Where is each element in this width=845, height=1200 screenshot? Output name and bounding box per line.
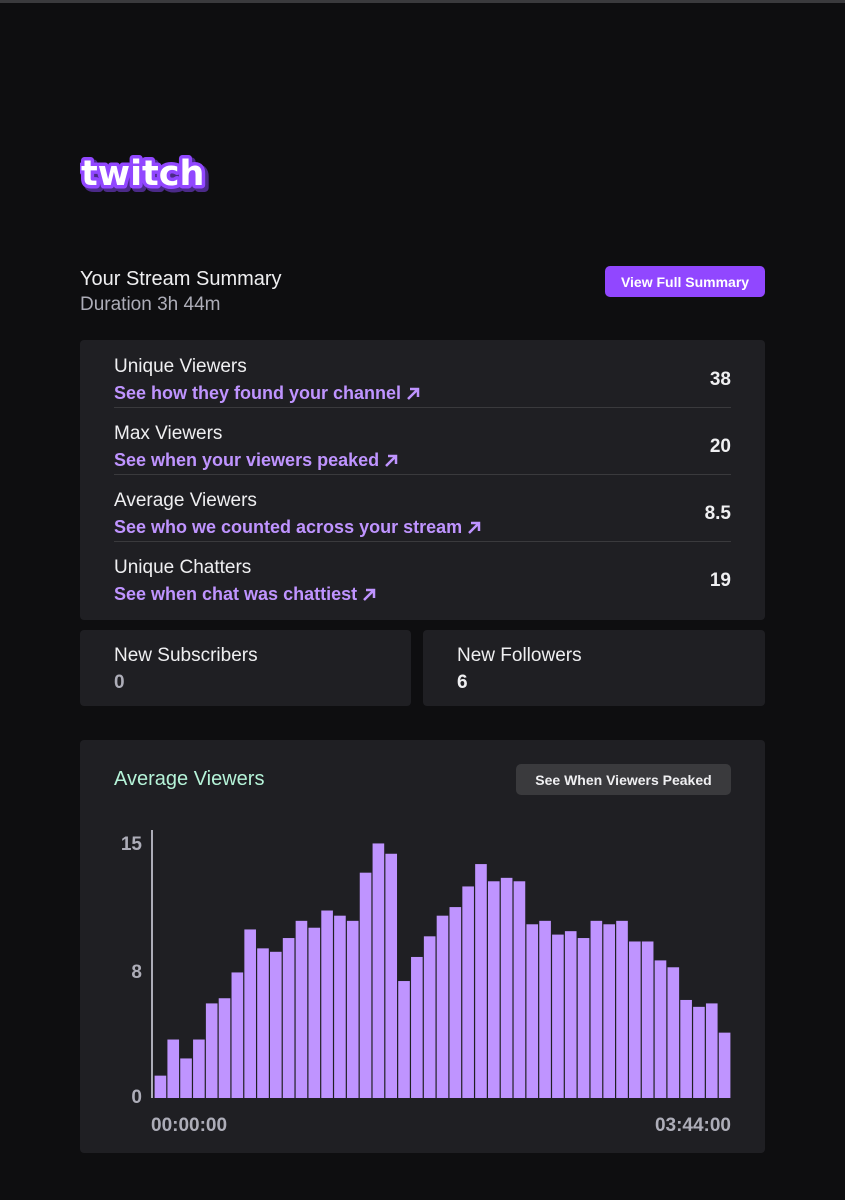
chart-bar <box>629 941 641 1098</box>
stat-row-unique-viewers: Unique Viewers See how they found your c… <box>114 340 731 408</box>
chart-bar <box>270 951 282 1098</box>
chart-bar <box>487 881 500 1098</box>
stat-label: Max Viewers <box>114 423 223 444</box>
stat-row-average-viewers: Average Viewers See who we counted acros… <box>114 474 731 542</box>
chart-bar <box>603 924 615 1098</box>
stat-label: Unique Chatters <box>114 557 252 578</box>
chart-bar <box>693 1006 705 1098</box>
x-tick-label: 00:00:00 <box>151 1115 227 1136</box>
chart-bar <box>462 886 474 1098</box>
new-followers-value: 6 <box>457 672 468 693</box>
stat-value: 8.5 <box>704 503 731 524</box>
chart-bar <box>500 877 513 1098</box>
arrow-up-right-icon <box>385 454 398 467</box>
chart-bar <box>359 872 372 1098</box>
chart-bar <box>218 998 231 1098</box>
chart-bar <box>193 1039 205 1098</box>
chart-title: Average Viewers <box>114 768 265 790</box>
chart-bar <box>552 934 564 1098</box>
chart-bar <box>372 843 385 1098</box>
see-when-viewers-peaked-button[interactable]: See When Viewers Peaked <box>516 764 731 795</box>
chart-bar <box>590 920 603 1098</box>
chart-bar <box>385 853 398 1098</box>
chart-bar <box>475 864 487 1098</box>
svg-text:twitch: twitch <box>81 154 204 194</box>
stat-label: Average Viewers <box>114 490 257 511</box>
arrow-up-right-icon <box>407 387 420 400</box>
chart-bar <box>180 1058 192 1098</box>
chart-bar <box>705 1003 718 1098</box>
chart-bar <box>641 941 654 1098</box>
average-viewers-link[interactable]: See who we counted across your stream <box>114 517 482 538</box>
chart-bar <box>308 927 321 1098</box>
stream-duration: Duration 3h 44m <box>80 294 221 315</box>
chart-bar <box>282 938 295 1098</box>
chart-bar <box>577 938 590 1098</box>
max-viewers-link[interactable]: See when your viewers peaked <box>114 450 399 471</box>
y-tick-label: 15 <box>121 834 143 855</box>
chart-bar <box>346 920 359 1098</box>
chart-bar <box>295 920 308 1098</box>
new-followers-card: New Followers 6 <box>423 630 765 706</box>
chart-bar <box>334 915 346 1098</box>
stat-value: 38 <box>709 369 731 390</box>
chart-bar <box>539 920 551 1098</box>
unique-chatters-link[interactable]: See when chat was chattiest <box>114 584 377 605</box>
new-subscribers-card: New Subscribers 0 <box>80 630 411 706</box>
page-title: Your Stream Summary <box>80 268 282 290</box>
chart-bar <box>167 1039 180 1098</box>
chart-bar <box>205 1003 218 1098</box>
new-subscribers-label: New Subscribers <box>114 645 258 666</box>
twitch-logo: twitch twitch <box>78 150 220 202</box>
view-full-summary-button[interactable]: View Full Summary <box>605 266 765 297</box>
arrow-up-right-icon <box>468 521 481 534</box>
stats-card: Unique Viewers See how they found your c… <box>80 340 765 620</box>
chart-bar <box>257 948 269 1098</box>
chart-bar <box>436 915 449 1098</box>
chart-bar <box>526 924 539 1098</box>
chart-bar <box>244 929 256 1098</box>
stat-row-unique-chatters: Unique Chatters See when chat was chatti… <box>114 541 731 608</box>
new-followers-label: New Followers <box>457 645 582 666</box>
unique-viewers-link[interactable]: See how they found your channel <box>114 383 421 404</box>
arrow-up-right-icon <box>363 588 376 601</box>
chart-bar <box>564 931 577 1098</box>
average-viewers-chart-card: Average Viewers See When Viewers Peaked … <box>80 740 765 1153</box>
stat-row-max-viewers: Max Viewers See when your viewers peaked… <box>114 407 731 475</box>
chart-bar <box>680 999 692 1098</box>
new-subscribers-value: 0 <box>114 672 125 693</box>
chart-bar <box>513 881 526 1098</box>
chart-bar <box>423 936 436 1098</box>
top-border <box>0 0 845 3</box>
average-viewers-chart: 15 8 0 00:00:00 03:44:00 <box>121 830 731 1136</box>
bars-group <box>154 843 731 1098</box>
chart-bar <box>154 1075 167 1098</box>
stat-value: 20 <box>709 436 731 457</box>
chart-bar <box>398 981 410 1098</box>
svg-text:twitch: twitch <box>84 157 207 197</box>
x-tick-label: 03:44:00 <box>655 1115 731 1136</box>
stat-value: 19 <box>709 570 731 591</box>
chart-bar <box>654 960 667 1098</box>
chart-bar <box>667 967 680 1098</box>
y-tick-label: 0 <box>131 1087 142 1108</box>
chart-bar <box>718 1032 731 1098</box>
chart-bar <box>449 907 462 1098</box>
chart-bar <box>616 920 628 1098</box>
y-tick-label: 8 <box>131 962 142 983</box>
chart-bar <box>321 910 333 1098</box>
chart-bar <box>231 972 244 1098</box>
chart-bar <box>411 956 423 1098</box>
stat-label: Unique Viewers <box>114 356 247 377</box>
